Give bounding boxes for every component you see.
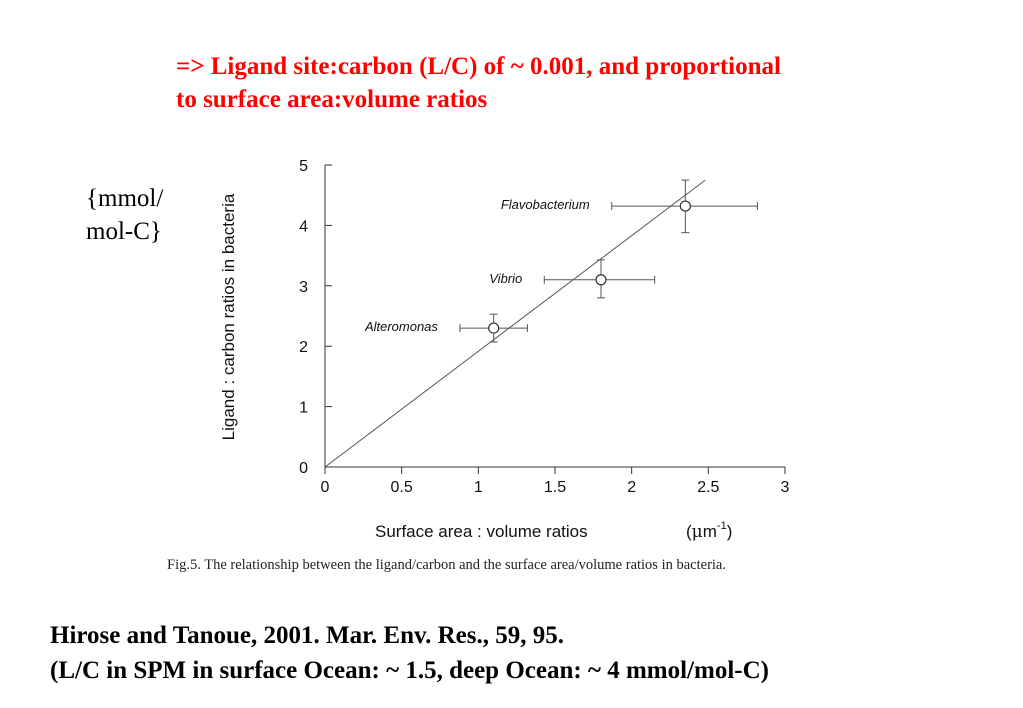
unit-note-line-2: mol-C} xyxy=(86,218,162,245)
data-point-group: Flavobacterium xyxy=(501,179,758,234)
data-point-marker xyxy=(595,274,607,286)
y-tick-label: 3 xyxy=(299,279,308,296)
headline-line-2: to surface area:volume ratios xyxy=(176,86,488,113)
data-point-group: Vibrio xyxy=(489,259,656,299)
x-tick-label: 0.5 xyxy=(391,479,413,496)
unit-note-line-1: {mmol/ xyxy=(86,185,164,212)
x-tick-label: 2 xyxy=(627,479,636,496)
data-point-label: Alteromonas xyxy=(364,319,438,334)
slide-headline: => Ligand site:carbon (L/C) of ~ 0.001, … xyxy=(176,50,996,116)
fit-line xyxy=(324,179,706,468)
headline-line-1: => Ligand site:carbon (L/C) of ~ 0.001, … xyxy=(176,53,781,80)
citation-line-2: (L/C in SPM in surface Ocean: ~ 1.5, dee… xyxy=(50,657,769,684)
x-tick-label: 1 xyxy=(474,479,483,496)
unit-note: {mmol/ mol-C} xyxy=(86,182,163,248)
citation-block: Hirose and Tanoue, 2001. Mar. Env. Res.,… xyxy=(50,618,769,688)
data-point-label: Flavobacterium xyxy=(501,197,590,212)
data-point-marker xyxy=(488,322,500,334)
y-tick-label: 2 xyxy=(299,339,308,356)
fit-line-layer xyxy=(324,179,706,468)
y-tick-label: 5 xyxy=(299,158,308,175)
x-tick-label: 0 xyxy=(321,479,330,496)
y-tick-label: 4 xyxy=(299,218,308,235)
y-axis-ticks: 0 1 2 3 4 5 xyxy=(299,158,332,477)
x-tick-label: 3 xyxy=(781,479,790,496)
x-axis-unit: (μm-1) xyxy=(686,520,732,542)
figure-caption: Fig.5. The relationship between the liga… xyxy=(167,557,726,573)
data-point-label: Vibrio xyxy=(489,271,522,286)
x-tick-label: 2.5 xyxy=(697,479,719,496)
y-tick-label: 0 xyxy=(299,460,308,477)
y-tick-label: 1 xyxy=(299,400,308,417)
data-point-marker xyxy=(679,200,691,212)
data-points-layer: Alteromonas Vibrio Flavobacterium xyxy=(364,179,758,343)
citation-line-1: Hirose and Tanoue, 2001. Mar. Env. Res.,… xyxy=(50,622,564,649)
x-axis-ticks: 0 0.5 1 1.5 2 2.5 3 xyxy=(321,467,790,496)
data-point-group: Alteromonas xyxy=(364,313,528,343)
x-tick-label: 1.5 xyxy=(544,479,566,496)
x-axis-label: Surface area : volume ratios xyxy=(375,522,588,541)
y-axis-label: Ligand : carbon ratios in bacteria xyxy=(219,193,238,440)
